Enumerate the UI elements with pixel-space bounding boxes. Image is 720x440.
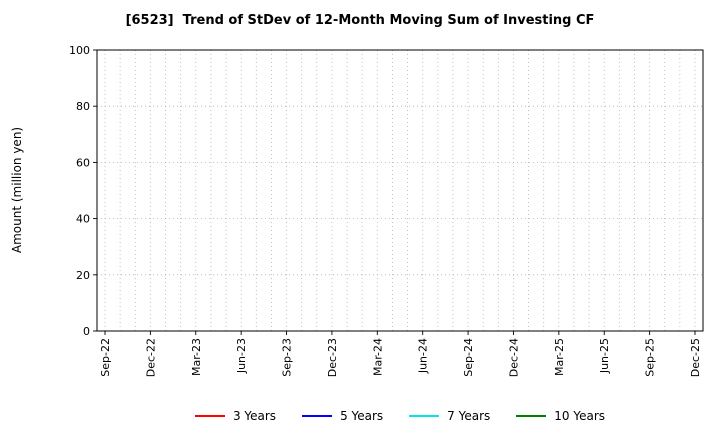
plot-frame <box>96 49 704 332</box>
legend-label: 3 Years <box>232 409 277 423</box>
tick-marks <box>93 49 696 335</box>
x-tick-label: Jun-23 <box>235 338 248 374</box>
legend-label: 5 Years <box>340 409 384 423</box>
legend-line-sample <box>302 415 333 417</box>
y-tick-label: 80 <box>76 100 90 113</box>
legend-item-7-years: 7 Years <box>409 409 490 423</box>
legend-item-5-years: 5 Years <box>302 409 383 423</box>
x-tick-label: Sep-23 <box>281 338 294 377</box>
y-tick-label: 20 <box>76 269 90 282</box>
x-tick-label: Jun-24 <box>417 338 430 374</box>
x-tick-label: Mar-24 <box>371 338 384 376</box>
chart-legend: 3 Years 5 Years 7 Years 10 Years <box>97 404 703 428</box>
legend-line-sample <box>516 415 547 417</box>
x-tick-label: Mar-25 <box>553 338 566 376</box>
x-tick-label: Dec-22 <box>144 338 157 377</box>
x-tick-label: Mar-23 <box>190 338 203 376</box>
legend-line-sample <box>409 415 440 417</box>
legend-label: 10 Years <box>554 409 606 423</box>
legend-item-3-years: 3 Years <box>194 409 277 423</box>
legend-item-10-years: 10 Years <box>516 409 605 423</box>
legend-label: 7 Years <box>447 409 491 423</box>
y-tick-label: 60 <box>76 156 90 169</box>
tick-labels: 0 20 40 60 80 100 Sep-22 Dec-22 Mar-23 Jun-23 Sep-… <box>69 44 702 377</box>
y-tick-label: 40 <box>76 213 90 226</box>
x-tick-label: Dec-25 <box>689 338 702 377</box>
x-tick-label: Sep-24 <box>462 338 475 377</box>
y-tick-label: 100 <box>69 44 90 57</box>
chart-title: [6523] Trend of StDev of 12-Month Moving… <box>125 13 595 28</box>
legend-line-sample <box>194 415 225 417</box>
x-tick-label: Dec-23 <box>326 338 339 377</box>
x-tick-label: Sep-22 <box>99 338 112 377</box>
gridlines <box>97 50 703 331</box>
x-tick-label: Sep-25 <box>644 338 657 377</box>
x-tick-label: Jun-25 <box>598 338 611 374</box>
y-tick-label: 0 <box>83 325 90 338</box>
x-tick-label: Dec-24 <box>507 338 520 377</box>
